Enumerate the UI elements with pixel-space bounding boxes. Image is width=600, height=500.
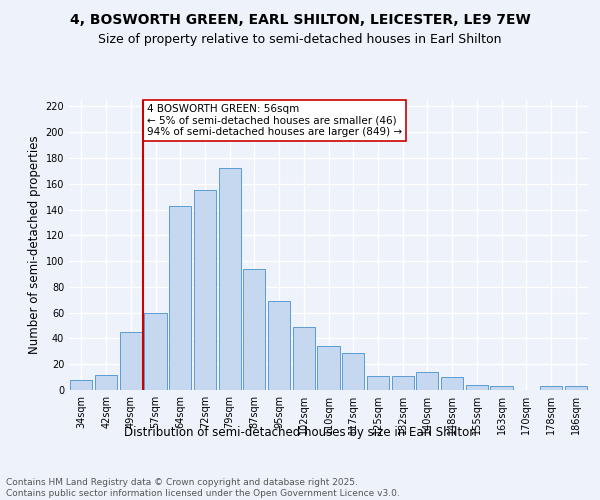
Bar: [70, 380, 92, 390]
Bar: [416, 372, 439, 390]
Bar: [268, 301, 290, 390]
Bar: [169, 206, 191, 390]
Bar: [540, 386, 562, 390]
Text: Contains HM Land Registry data © Crown copyright and database right 2025.
Contai: Contains HM Land Registry data © Crown c…: [6, 478, 400, 498]
Bar: [243, 269, 265, 390]
Text: 4 BOSWORTH GREEN: 56sqm
← 5% of semi-detached houses are smaller (46)
94% of sem: 4 BOSWORTH GREEN: 56sqm ← 5% of semi-det…: [147, 104, 402, 137]
Bar: [317, 346, 340, 390]
Bar: [293, 327, 315, 390]
Bar: [342, 352, 364, 390]
Bar: [218, 168, 241, 390]
Bar: [95, 374, 117, 390]
Bar: [194, 190, 216, 390]
Text: Distribution of semi-detached houses by size in Earl Shilton: Distribution of semi-detached houses by …: [124, 426, 476, 439]
Text: 4, BOSWORTH GREEN, EARL SHILTON, LEICESTER, LE9 7EW: 4, BOSWORTH GREEN, EARL SHILTON, LEICEST…: [70, 12, 530, 26]
Bar: [565, 386, 587, 390]
Bar: [145, 312, 167, 390]
Bar: [490, 386, 512, 390]
Bar: [119, 332, 142, 390]
Bar: [441, 377, 463, 390]
Bar: [392, 376, 414, 390]
Y-axis label: Number of semi-detached properties: Number of semi-detached properties: [28, 136, 41, 354]
Text: Size of property relative to semi-detached houses in Earl Shilton: Size of property relative to semi-detach…: [98, 32, 502, 46]
Bar: [367, 376, 389, 390]
Bar: [466, 385, 488, 390]
